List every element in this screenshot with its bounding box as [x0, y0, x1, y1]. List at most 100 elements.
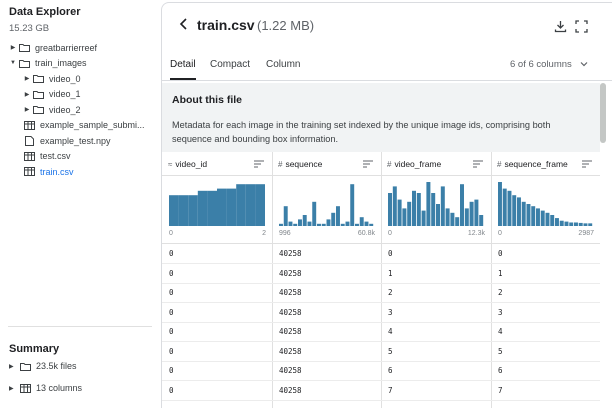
chevron-down-icon[interactable] — [579, 59, 589, 69]
column-header-video-id[interactable]: ≈ video_id — [162, 152, 272, 176]
tree-item-video-2[interactable]: ▶ video_2 — [0, 102, 160, 118]
column-histogram[interactable] — [388, 180, 484, 226]
data-explorer-sidebar: Data Explorer 15.23 GB ▶ greatbarrierreef… — [0, 0, 160, 408]
summary-columns-label: 13 columns — [36, 383, 83, 393]
histogram-min: 0 — [169, 230, 173, 237]
table-cell: 40258 — [279, 249, 302, 258]
tree-item-train-images[interactable]: ▼ train_images — [0, 56, 160, 72]
sort-icon[interactable] — [473, 160, 483, 168]
column-label: video_id — [175, 159, 208, 169]
histogram-max: 2987 — [578, 230, 594, 237]
summary-files[interactable]: ▶ 23.5k files — [9, 361, 77, 371]
sort-icon[interactable] — [363, 160, 373, 168]
table-icon — [19, 383, 32, 393]
tree-item-label: train_images — [35, 58, 87, 69]
histogram-bar — [388, 193, 392, 226]
folder-icon — [18, 43, 31, 53]
summary-columns[interactable]: ▶ 13 columns — [9, 383, 82, 393]
tab-detail[interactable]: Detail — [170, 59, 196, 70]
column-name: ≈ video_id — [168, 159, 207, 169]
tree-item-label: video_1 — [49, 89, 81, 100]
histogram-bar — [578, 222, 583, 226]
histogram-bar — [255, 184, 265, 226]
tab-column[interactable]: Column — [266, 59, 301, 70]
dataset-size: 15.23 GB — [9, 23, 50, 34]
tree-item-label: test.csv — [40, 151, 71, 162]
table-cell: 0 — [169, 288, 174, 297]
file-icon — [23, 135, 36, 146]
fullscreen-icon[interactable] — [575, 20, 588, 33]
chevron-right-icon[interactable]: ▶ — [10, 45, 16, 52]
row-divider — [162, 399, 600, 401]
chevron-right-icon[interactable]: ▶ — [24, 76, 30, 83]
tree-item-video-0[interactable]: ▶ video_0 — [0, 71, 160, 87]
tree-item-video-1[interactable]: ▶ video_1 — [0, 87, 160, 103]
histogram-bar — [512, 195, 517, 226]
histogram-bar — [217, 188, 227, 226]
table-cell: 4 — [498, 327, 503, 336]
histogram-bar — [464, 208, 469, 226]
histogram-bar — [188, 195, 198, 226]
histogram-bar — [545, 212, 550, 226]
histogram-bar — [588, 223, 593, 226]
histogram-bar — [507, 190, 512, 226]
histogram-bar — [207, 190, 217, 226]
histogram-bar — [245, 184, 256, 226]
column-header-sequence[interactable]: # sequence — [272, 152, 381, 176]
tree-item-test-csv[interactable]: test.csv — [0, 149, 160, 165]
tree-item-greatbarrierreef[interactable]: ▶ greatbarrierreef — [0, 40, 160, 56]
histogram-max: 12.3k — [467, 230, 485, 237]
back-arrow-icon[interactable] — [176, 16, 192, 32]
column-header-video-frame[interactable]: # video_frame — [381, 152, 491, 176]
sort-icon[interactable] — [582, 160, 592, 168]
histogram-bar — [531, 206, 536, 226]
table-cell: 7 — [498, 385, 503, 395]
histogram-bar — [307, 221, 312, 226]
active-tab-indicator — [170, 78, 196, 80]
histogram-bar — [355, 223, 359, 226]
about-title: About this file — [172, 94, 242, 106]
histogram-bar — [397, 199, 402, 226]
tree-item-example-test-npy[interactable]: example_test.npy — [0, 133, 160, 149]
histogram-bar — [474, 199, 479, 226]
histogram-bar — [336, 206, 340, 226]
sort-icon[interactable] — [254, 160, 264, 168]
chevron-down-icon[interactable]: ▼ — [10, 60, 16, 67]
chevron-right-icon[interactable]: ▶ — [24, 91, 30, 98]
scrollbar[interactable] — [600, 83, 606, 143]
file-header: train.csv (1.22 MB) — [162, 3, 612, 49]
histogram-bar — [502, 188, 507, 226]
columns-selector[interactable]: 6 of 6 columns — [510, 59, 572, 70]
histogram-bar — [569, 222, 574, 226]
table-cell: 4 — [388, 327, 393, 336]
download-icon[interactable] — [554, 20, 567, 33]
tree-item-example-sample-submi-[interactable]: example_sample_submi... — [0, 118, 160, 134]
table-cell: 40258 — [279, 268, 302, 278]
tab-compact[interactable]: Compact — [210, 59, 251, 70]
histogram-bar — [559, 220, 564, 226]
row-divider — [162, 341, 600, 342]
tree-item-train-csv[interactable]: train.csv — [0, 164, 160, 180]
table-cell: 0 — [169, 268, 174, 278]
column-divider — [272, 152, 273, 408]
table-cell: 5 — [498, 346, 503, 356]
column-histogram[interactable] — [498, 180, 593, 226]
histogram-bar — [317, 223, 321, 226]
histogram-bar — [298, 219, 302, 226]
histogram-bar — [369, 223, 374, 226]
column-header-sequence-frame[interactable]: # sequence_frame — [491, 152, 600, 176]
tree-item-label: video_2 — [49, 104, 81, 115]
column-type-icon: # — [278, 160, 283, 169]
column-histogram[interactable] — [279, 180, 374, 226]
histogram-divider — [162, 243, 600, 244]
row-divider — [162, 302, 600, 303]
column-name: # sequence — [278, 159, 322, 169]
chevron-right-icon[interactable]: ▶ — [24, 107, 30, 114]
histogram-bar — [564, 221, 569, 226]
table-cell: 1 — [498, 268, 503, 278]
histogram-bar — [331, 212, 336, 226]
column-histogram[interactable] — [169, 180, 265, 226]
column-name: # sequence_frame — [497, 159, 568, 169]
table-cell: 0 — [169, 327, 174, 336]
tree-item-label: video_0 — [49, 73, 81, 84]
